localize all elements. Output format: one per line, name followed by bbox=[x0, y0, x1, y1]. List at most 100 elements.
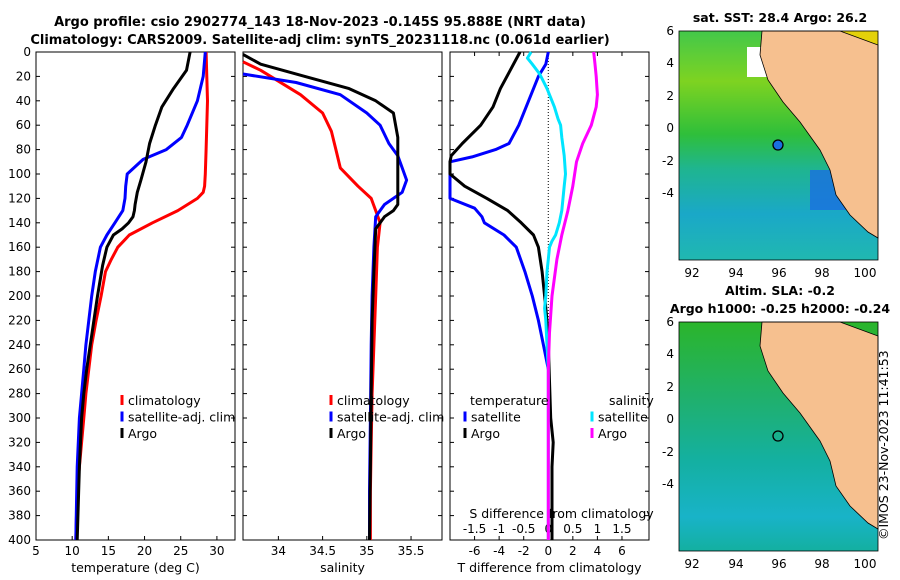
map-x-tick-label: 96 bbox=[771, 557, 786, 571]
y-tick-label: 120 bbox=[8, 191, 31, 205]
x-tick-label: 2 bbox=[569, 544, 577, 558]
y-tick-label: 100 bbox=[8, 167, 31, 181]
map-y-tick-label: -4 bbox=[662, 186, 674, 200]
x-tick-label: 25 bbox=[173, 544, 188, 558]
inner-x-tick-label: -1 bbox=[493, 522, 505, 536]
map-x-tick-label: 98 bbox=[814, 557, 829, 571]
sla-map-subtitle: Argo h1000: -0.25 h2000: -0.24 bbox=[669, 301, 891, 316]
profile-panel-1: 0 20 40 60 80 100 120 140 160 180 200 220 240 260 280 3… bbox=[8, 45, 236, 575]
map-y-tick-label: 2 bbox=[666, 89, 674, 103]
y-tick-label: 320 bbox=[8, 435, 31, 449]
series-line-t-satellite bbox=[448, 51, 550, 370]
y-tick-label: 360 bbox=[8, 484, 31, 498]
inner-x-tick-label: -0.5 bbox=[512, 522, 535, 536]
sst-map-title: sat. SST: 28.4 Argo: 26.2 bbox=[692, 10, 868, 25]
series-line-climatology bbox=[74, 51, 209, 541]
panel-frame bbox=[35, 51, 236, 541]
inner-x-tick-label: 0.5 bbox=[563, 522, 582, 536]
legend-label: Argo bbox=[128, 426, 157, 441]
y-tick-label: 240 bbox=[8, 338, 31, 352]
map-y-tick-label: 2 bbox=[666, 380, 674, 394]
legend-label: Argo bbox=[337, 426, 366, 441]
sst-argo-marker bbox=[772, 139, 784, 151]
x-tick-label: 30 bbox=[209, 544, 224, 558]
map-x-tick-label: 98 bbox=[814, 266, 829, 280]
x-tick-label: 4 bbox=[594, 544, 602, 558]
x-tick-label: 34 bbox=[271, 544, 286, 558]
y-tick-label: 20 bbox=[16, 69, 31, 83]
map-x-tick-label: 100 bbox=[854, 557, 877, 571]
y-tick-label: 300 bbox=[8, 411, 31, 425]
y-tick-label: 0 bbox=[23, 45, 31, 59]
panel-frame bbox=[242, 51, 443, 541]
legend-label: Argo bbox=[471, 426, 500, 441]
map-y-tick-label: -2 bbox=[662, 154, 674, 168]
map-x-tick-label: 100 bbox=[854, 266, 877, 280]
series-line-argo bbox=[242, 53, 400, 541]
legend-heading: temperature bbox=[470, 393, 549, 408]
x-tick-label: -4 bbox=[493, 544, 505, 558]
x-axis-label: salinity bbox=[320, 560, 365, 575]
legend-label: satellite-adj. clim bbox=[128, 410, 235, 425]
y-tick-label: 380 bbox=[8, 509, 31, 523]
series-line-satellite-adj.-clim bbox=[242, 72, 409, 540]
y-tick-label: 280 bbox=[8, 387, 31, 401]
series-line-s-satellite bbox=[525, 51, 567, 540]
y-tick-label: 40 bbox=[16, 94, 31, 108]
y-tick-label: 180 bbox=[8, 265, 31, 279]
series-line-satellite-adj.-clim bbox=[74, 51, 207, 541]
map-y-tick-label: 4 bbox=[666, 56, 674, 70]
x-tick-label: -6 bbox=[469, 544, 481, 558]
legend-label: climatology bbox=[337, 393, 410, 408]
series-line-s-argo bbox=[546, 51, 599, 540]
map-y-tick-label: -4 bbox=[662, 477, 674, 491]
x-tick-label: -2 bbox=[518, 544, 530, 558]
profile-panel-3: -6 -4 -2 0 2 4 6 T difference from climatology S… bbox=[448, 51, 654, 575]
maps-panel: 92 94 96 98 100 6 4 2 0 -2 -4 92 94 96 98 100 6 4 2 0 -2 -4 bbox=[662, 24, 879, 571]
map-y-tick-label: 6 bbox=[666, 315, 674, 329]
legend-label: satellite-adj. clim bbox=[337, 410, 444, 425]
x-tick-label: 34.5 bbox=[309, 544, 336, 558]
x-tick-label: 15 bbox=[101, 544, 116, 558]
y-tick-label: 260 bbox=[8, 362, 31, 376]
x-tick-label: 35 bbox=[359, 544, 374, 558]
inner-x-tick-label: -1.5 bbox=[463, 522, 486, 536]
y-tick-label: 400 bbox=[8, 533, 31, 547]
legend-label: satellite bbox=[598, 410, 648, 425]
map-x-tick-label: 94 bbox=[728, 266, 743, 280]
profile-plots: 0204060801001201401601802002202402602803… bbox=[8, 45, 654, 575]
sla-argo-marker bbox=[772, 430, 784, 442]
map-y-tick-label: -2 bbox=[662, 445, 674, 459]
legend-heading: salinity bbox=[609, 393, 654, 408]
inner-x-tick-label: 1.5 bbox=[612, 522, 631, 536]
y-tick-label: 80 bbox=[16, 143, 31, 157]
sst-map bbox=[678, 30, 879, 261]
y-tick-label: 340 bbox=[8, 460, 31, 474]
x-tick-label: 10 bbox=[65, 544, 80, 558]
map-y-tick-label: 0 bbox=[666, 412, 674, 426]
series-line-argo bbox=[75, 51, 192, 541]
map-y-tick-label: 6 bbox=[666, 24, 674, 38]
y-tick-label: 140 bbox=[8, 216, 31, 230]
x-tick-label: 5 bbox=[32, 544, 40, 558]
chart-title-line1: Argo profile: csio 2902774_143 18-Nov-20… bbox=[54, 15, 586, 30]
sla-map-title: Altim. SLA: -0.2 bbox=[725, 283, 835, 298]
map-y-tick-label: 0 bbox=[666, 121, 674, 135]
sla-map bbox=[678, 321, 879, 552]
y-tick-label: 160 bbox=[8, 240, 31, 254]
x-tick-label: 6 bbox=[618, 544, 626, 558]
map-x-tick-label: 96 bbox=[771, 266, 786, 280]
map-y-tick-label: 4 bbox=[666, 347, 674, 361]
profile-panel-2: 34 34.5 35 35.5 salinity climatology satellite… bbox=[242, 51, 444, 575]
y-tick-label: 200 bbox=[8, 289, 31, 303]
map-x-tick-label: 94 bbox=[728, 557, 743, 571]
chart-title-line2: Climatology: CARS2009. Satellite-adj cli… bbox=[30, 33, 610, 48]
legend-label: Argo bbox=[598, 426, 627, 441]
x-tick-label: 0 bbox=[544, 544, 552, 558]
x-axis-label: temperature (deg C) bbox=[71, 560, 200, 575]
map-x-tick-label: 92 bbox=[684, 557, 699, 571]
x-axis-label: T difference from climatology bbox=[456, 560, 642, 575]
inner-x-tick-label: 1 bbox=[594, 522, 602, 536]
map-x-tick-label: 92 bbox=[684, 266, 699, 280]
legend-label: satellite bbox=[471, 410, 521, 425]
